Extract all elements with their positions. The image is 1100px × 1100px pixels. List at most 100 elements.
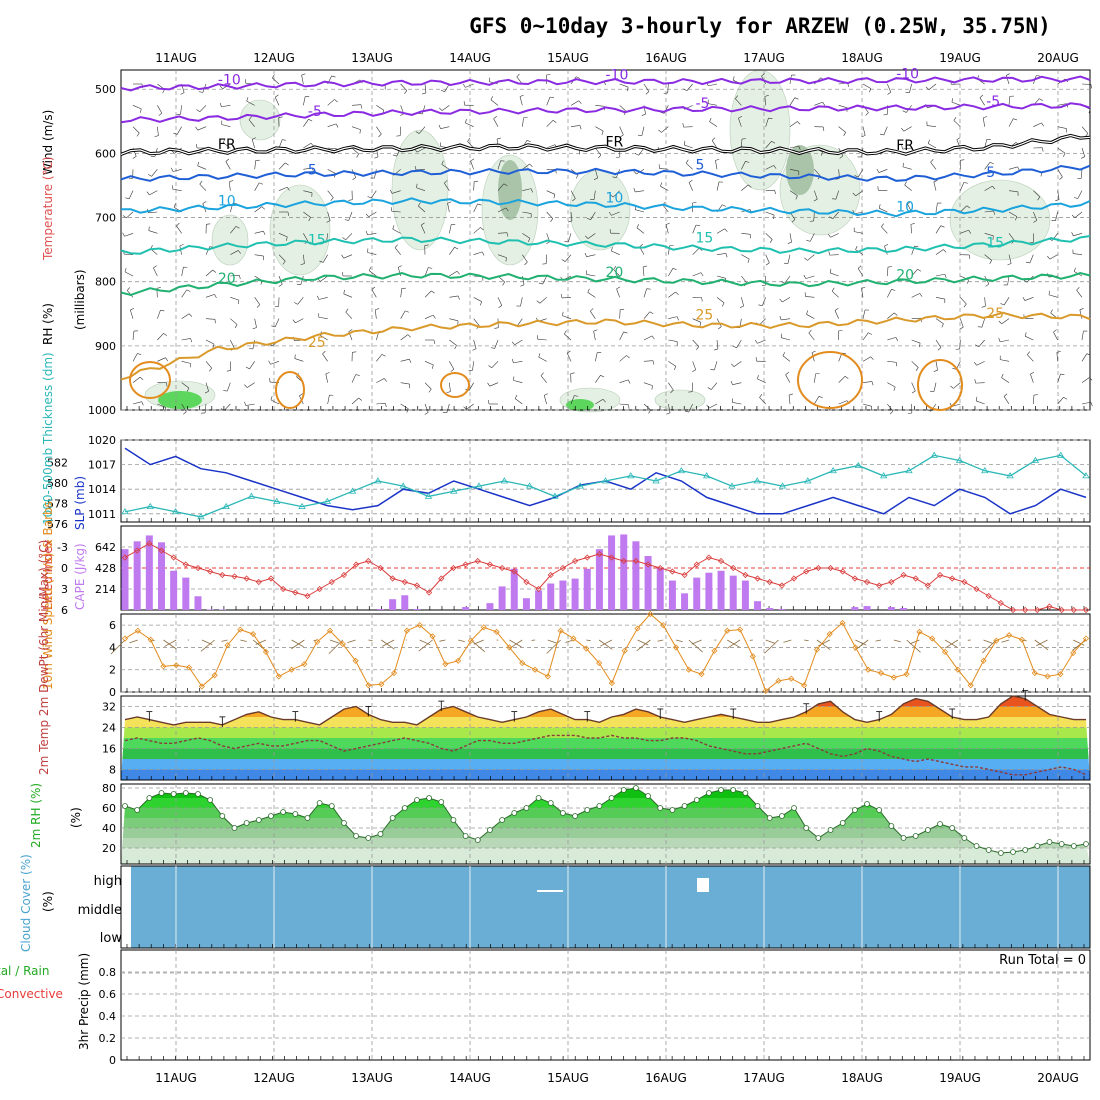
lifted-index-point [1009,606,1017,614]
wind-barb-flag [901,145,904,150]
wind-barb [148,230,158,234]
wind-barb [473,318,480,326]
rh-point [1046,839,1053,845]
wind-tick-label: 6 [109,619,116,632]
wind-barb-flag [130,307,135,311]
wind-barb [711,140,718,149]
wind-barb [643,403,651,411]
wind-barb-flag [648,409,651,414]
wind-speed-point [1018,636,1025,643]
wind-barb [449,382,451,392]
wind-barb [887,312,895,319]
wind-barb [449,295,459,298]
lifted-index-point [669,568,676,575]
wind-barb-flag [782,352,786,356]
wind-barb-flag [173,203,176,208]
wind-barb-flag [732,76,735,81]
surface-wind-barb [509,639,522,648]
wind-barb [132,126,140,134]
wind-barb [1033,122,1042,127]
rh-point [219,813,226,819]
wind-speed-point [467,637,475,644]
wind-barb-flag [428,267,433,269]
wind-barb-flag [392,225,395,230]
wind-barb [984,210,994,213]
surface-wind-barb [983,639,993,644]
wind-barb [181,338,191,341]
wind-barb-flag [146,191,150,196]
wind-barb-flag [567,350,571,354]
wind-barb [935,203,938,213]
wind-barb [1008,254,1012,264]
wind-barb-flag [467,138,471,142]
wind-barb [537,338,547,341]
wind-barb [254,206,263,213]
lifted-index-point [803,568,810,575]
isotherm-line [120,102,1091,124]
wind-barb [984,185,993,191]
wind-barb-flag [530,188,533,193]
rh-point [487,827,493,833]
wind-barb-flag [579,125,582,130]
wind-speed-point [980,657,987,664]
wind-barb [861,288,864,298]
wind-barb [489,382,499,387]
wind-barb-flag [827,233,831,238]
wind-barb [254,182,260,191]
rh-point [1034,843,1041,849]
cape-bar [194,596,202,610]
wind-barb-flag [930,159,934,163]
wind-barb [741,297,744,307]
date-label-bottom: 19AUG [939,1071,981,1085]
wind-barb [879,207,888,213]
wind-barb [303,211,311,218]
wind-barb [303,254,305,264]
date-label-top: 15AUG [547,51,589,65]
wind-barb [230,274,240,277]
rh-point [645,793,651,799]
wind-barb [1080,169,1083,179]
isotherm-label: 5 [986,165,995,181]
wind-speed-point [762,687,769,694]
lifted-index-point [511,568,518,575]
wind-barb [903,126,912,132]
wind-barb-flag [940,225,945,228]
lifted-index-point [182,561,189,568]
wind-barb [960,182,965,191]
wind-barb [325,373,328,383]
lifted-index-point [523,578,530,586]
wind-barb [418,205,426,213]
wind-barb [1000,359,1010,362]
precip-label: 3hr Precip (mm) [77,953,91,1050]
rh-point [255,817,262,823]
wind-barb [668,403,671,413]
wind-barb-flag [481,251,485,256]
wind-barb [520,297,523,307]
wind-barb [1033,211,1038,221]
wind-barb [180,105,182,115]
wind-barb [497,207,507,213]
wind-barb-flag [148,226,150,231]
wind-barb [197,126,207,131]
wind-barb-flag [1006,73,1010,76]
wind-barb [181,267,184,277]
wind-barb-flag [355,374,360,376]
wind-barb-flag [1063,153,1066,157]
wind-barb-flag [963,303,967,308]
wind-barb-flag [831,198,836,200]
wind-barb-flag [773,215,775,220]
wind-barb-flag [271,325,276,328]
wind-barb [199,105,207,113]
wind-barb [376,402,386,405]
wind-barb-flag [1088,109,1091,114]
wind-barb [246,382,255,388]
wind-barb-flag [456,271,460,275]
wind-barb-flag [272,74,275,79]
wind-barb [245,403,255,406]
wind-speed-point [531,666,539,673]
isotherm-line [120,75,1091,92]
wind-barb [1029,254,1034,264]
lifted-index-point [255,578,262,586]
temperature-tick-label: 32 [102,701,116,714]
wind-barb [911,361,919,368]
